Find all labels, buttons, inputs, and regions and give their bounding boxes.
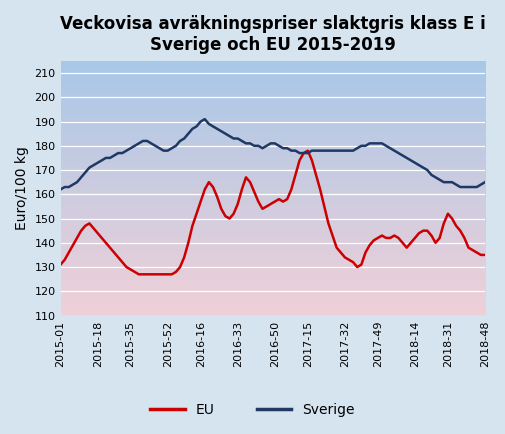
Title: Veckovisa avräkningspriser slaktgris klass E i
Sverige och EU 2015-2019: Veckovisa avräkningspriser slaktgris kla…: [60, 15, 486, 54]
Legend: EU, Sverige: EU, Sverige: [144, 398, 361, 423]
Y-axis label: Euro/100 kg: Euro/100 kg: [15, 146, 29, 230]
